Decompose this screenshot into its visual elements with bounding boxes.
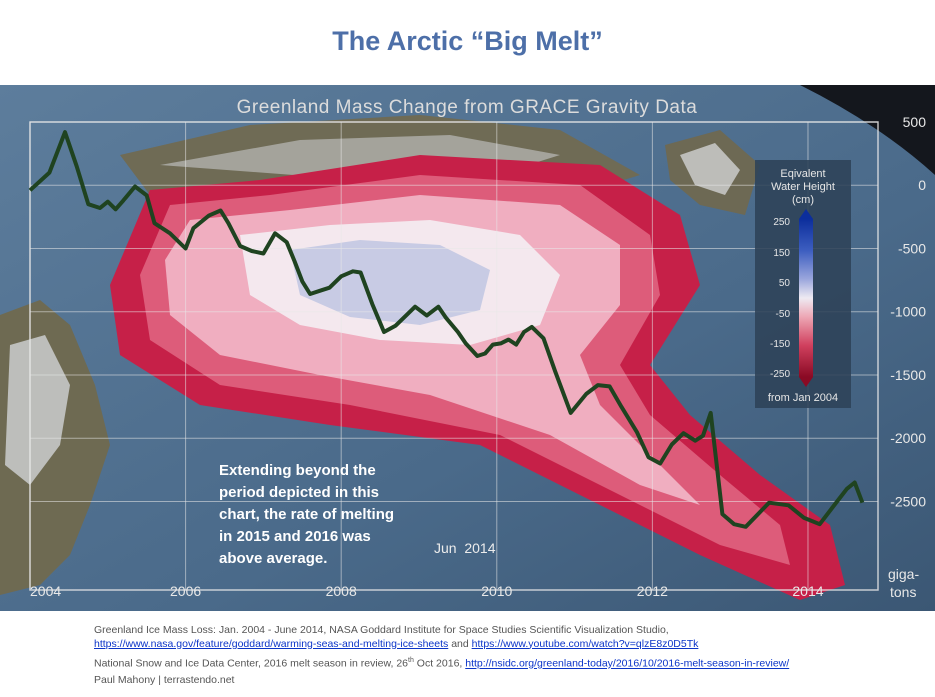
youtube-link[interactable]: https://www.youtube.com/watch?v=qlzE8z0D… (471, 637, 699, 650)
sources-block: Greenland Ice Mass Loss: Jan. 2004 - Jun… (94, 624, 924, 688)
nsidc-link[interactable]: http://nsidc.org/greenland-today/2016/10… (465, 657, 790, 670)
y-tick-label-2: -500 (898, 240, 926, 256)
legend-tick-3: 50 (779, 278, 791, 289)
callout-text: Extending beyond the period depicted in … (219, 462, 394, 567)
source-line-1: Greenland Ice Mass Loss: Jan. 2004 - Jun… (94, 624, 924, 638)
color-legend: Eqivalent Water Height (cm) 250 150 50 -… (755, 160, 851, 408)
legend-tick-1: 250 (773, 217, 790, 228)
x-tick-label-5: 2014 (792, 583, 823, 599)
source-nsidc-text: National Snow and Ice Data Center, 2016 … (94, 657, 409, 670)
legend-title-line-2: Water Height (771, 181, 835, 193)
greenland-mass-chart: Greenland Mass Change from GRACE Gravity… (0, 85, 935, 611)
callout-line-3: chart, the rate of melting (219, 506, 394, 523)
callout-line-4: in 2015 and 2016 was (219, 528, 371, 545)
legend-arrow-up (799, 209, 813, 219)
legend-tick-5: -150 (770, 339, 790, 350)
legend-footer: from Jan 2004 (768, 392, 838, 404)
chart-title: Greenland Mass Change from GRACE Gravity… (237, 97, 698, 118)
x-tick-label-2: 2008 (326, 583, 357, 599)
source-nsidc-after: Oct 2016, (416, 657, 463, 670)
legend-title-line-1: Eqivalent (780, 168, 825, 180)
ice-gain (290, 240, 490, 325)
legend-color-bar (799, 219, 813, 377)
legend-arrow-down (799, 377, 813, 387)
dark-corner (800, 85, 935, 175)
x-tick-label-0: 2004 (30, 583, 61, 599)
y-unit-label-line1: giga- (888, 566, 919, 582)
callout-line-5: above average. (219, 550, 327, 567)
y-tick-label-3: -1000 (890, 304, 926, 320)
source-line-2: https://www.nasa.gov/feature/goddard/war… (94, 638, 924, 652)
y-axis-ticks: 500 0 -500 -1000 -1500 -2000 -2500 (890, 114, 926, 509)
and-text: and (451, 637, 469, 650)
y-tick-label-4: -1500 (890, 367, 926, 383)
callout-line-1: Extending beyond the (219, 462, 376, 479)
y-tick-label-6: -2500 (890, 493, 926, 509)
mass-change-line (28, 130, 865, 529)
source-nsidc-sup: th (408, 657, 414, 664)
legend-title-line-3: (cm) (792, 194, 814, 206)
slide-title: The Arctic “Big Melt” (332, 26, 603, 56)
x-tick-label-4: 2012 (637, 583, 668, 599)
land-svalbard-snow (680, 143, 740, 195)
callout-line-2: period depicted in this (219, 484, 379, 501)
legend-tick-2: 150 (773, 248, 790, 259)
land-left-snow (5, 335, 70, 485)
y-unit-label-line2: tons (890, 584, 916, 600)
legend-tick-6: -250 (770, 369, 790, 380)
y-tick-label-0: 500 (903, 114, 927, 130)
y-tick-label-5: -2000 (890, 430, 926, 446)
x-tick-label-1: 2006 (170, 583, 201, 599)
chart-panel: Greenland Mass Change from GRACE Gravity… (0, 85, 935, 611)
legend-tick-4: -50 (776, 309, 791, 320)
x-axis-ticks: 2004 2006 2008 2010 2012 2014 (30, 583, 824, 599)
nasa-link[interactable]: https://www.nasa.gov/feature/goddard/war… (94, 637, 449, 650)
chart-grid (29, 121, 879, 591)
author-credit: Paul Mahony | terrastendo.net (94, 674, 235, 686)
map-date-label: Jun 2014 (434, 540, 496, 556)
y-tick-label-1: 0 (918, 177, 926, 193)
source-line-3: National Snow and Ice Data Center, 2016 … (94, 654, 924, 671)
source-line-4: Paul Mahony | terrastendo.net (94, 674, 924, 688)
x-tick-label-3: 2010 (481, 583, 512, 599)
source-nasa-text: Greenland Ice Mass Loss: Jan. 2004 - Jun… (94, 624, 669, 636)
